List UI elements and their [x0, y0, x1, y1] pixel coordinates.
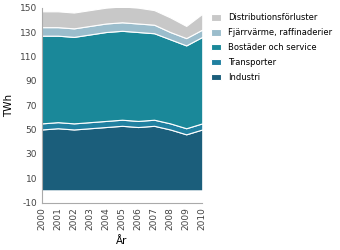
Y-axis label: TWh: TWh [4, 94, 14, 117]
Legend: Distributionsförluster, Fjärrvärme, raffinaderier, Bostäder och service, Transpo: Distributionsförluster, Fjärrvärme, raff… [210, 12, 334, 84]
X-axis label: År: År [116, 236, 128, 246]
